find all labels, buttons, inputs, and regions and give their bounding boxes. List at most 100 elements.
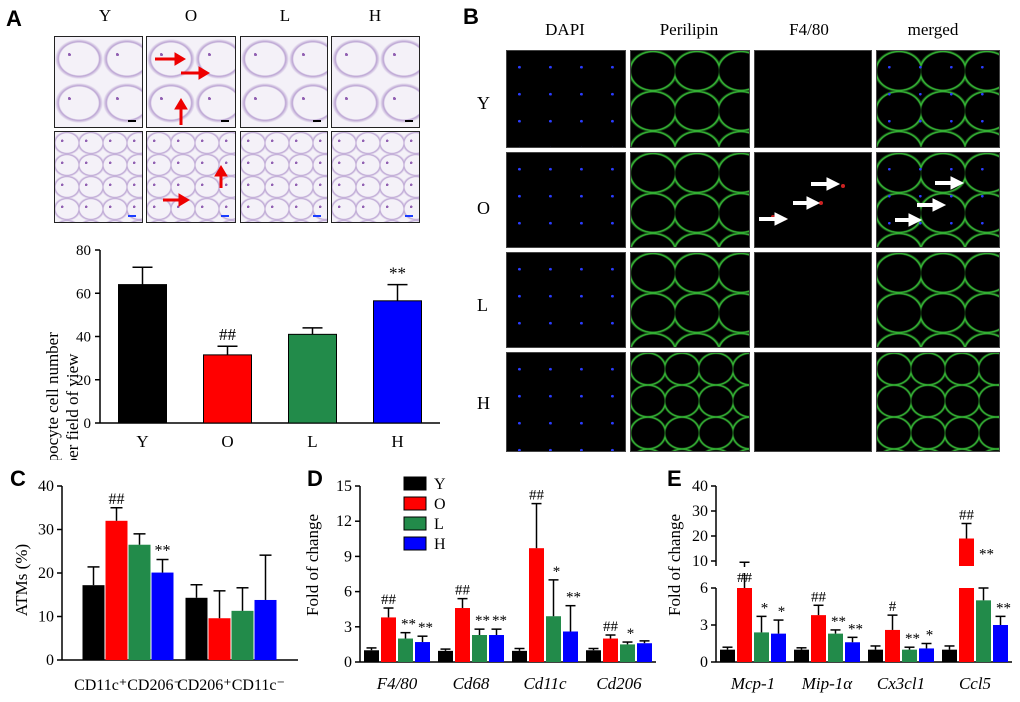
legend-swatch-y [403,476,427,491]
significance-label: * [778,604,786,620]
bar-o [737,588,752,662]
y-tick-label: 80 [76,243,91,259]
fluo-row-label-h: H [477,393,490,413]
y-tick-label: 10 [38,609,54,626]
fluo-header-merged: merged [907,20,959,39]
bar-y [185,597,208,660]
y-tick-label: 3 [344,619,352,636]
y-tick-label: 12 [336,513,352,530]
panel-label-d: D [307,466,323,491]
bar-l [902,649,917,662]
x-tick-label: L [307,432,317,451]
arrow-icon [163,165,228,207]
x-tick-label: CD206⁺CD11c⁻ [177,677,285,694]
bar-h [993,625,1008,662]
histology-h-high [331,131,420,223]
histology-l-low [240,36,328,128]
fluo-y-perilipin [630,50,750,148]
y-tick-label: 40 [76,330,91,346]
bar-o-upper [959,538,974,566]
significance-label: ## [109,491,125,508]
x-tick-label: Y [136,432,148,451]
chart-c: ATMs (%) 0 10 20 30 40 ## ** CD11c⁺CD206⁻CD206⁺… [12,478,298,694]
bar-l [288,333,337,424]
fluo-header-perilipin: Perilipin [659,20,719,39]
y-tick-label: 0 [84,416,92,432]
x-tick-label: H [391,432,403,451]
legend-label: Y [434,476,446,493]
fluo-l-f480 [754,252,872,348]
bar-y [586,650,601,662]
bar-l [976,600,991,662]
significance-label: ## [737,570,753,586]
y-tick-label: 3 [700,617,708,634]
chart-a-ylabel-line2: per field of view [63,353,82,460]
fluo-o-dapi [506,152,626,248]
fluo-o-merged [876,152,1000,248]
hist-header-h: H [368,6,382,25]
bar-o [208,618,231,660]
significance-label: ## [381,592,397,608]
chart-d-ylabel: Fold of change [303,514,322,616]
bar-y [512,650,527,662]
arrow-icon [895,176,965,227]
hist-header-o: O [184,6,198,25]
significance-label: ## [529,488,545,504]
significance-label: # [889,599,897,615]
significance-label: ## [219,325,237,344]
significance-label: ** [996,600,1011,616]
y-tick-label: 20 [692,528,708,545]
bar-h [151,572,174,660]
chart-c-ylabel: ATMs (%) [12,544,31,616]
hist-header-y: Y [98,6,112,25]
x-tick-label: Ccl5 [959,674,991,693]
fluo-row-label-y: Y [477,93,490,113]
x-tick-label: Cd68 [453,674,490,693]
bar-y [438,650,453,662]
legend-swatch-h [403,536,427,551]
bar-l [620,644,635,662]
y-tick-label: 6 [344,584,352,601]
chart-a-ylabel-line1: Adipocyte cell number [43,332,62,460]
bar-y [82,585,105,660]
y-tick-label: 6 [700,580,708,597]
panel-label-a: A [6,6,22,31]
bar-y [364,650,379,662]
significance-label: ## [603,619,619,635]
bar-y [794,649,809,662]
bar-o [203,354,252,424]
fluo-o-perilipin [630,152,750,248]
bar-o [603,638,618,662]
bar-h [254,599,277,660]
x-tick-label: Cd206 [596,674,642,693]
panel-label-e: E [667,466,682,491]
bar-h [637,643,652,662]
chart-e-ylabel: Fold of change [665,514,684,616]
significance-label: ** [831,614,846,630]
bar-y [720,649,735,662]
fluo-h-perilipin [630,352,750,452]
bar-h [563,631,578,662]
bar-h [919,648,934,662]
significance-label: ** [979,547,994,563]
histology-y-high [54,131,143,223]
x-tick-label: O [221,432,233,451]
y-tick-label: 20 [76,373,91,389]
fluo-y-dapi [506,50,626,148]
significance-label: * [926,628,934,644]
histology-y-low [54,36,143,128]
bar-h [415,642,430,662]
significance-label: * [761,600,769,616]
bar-h [771,633,786,662]
histology-o-low [146,36,236,128]
bar-o [381,617,396,662]
y-tick-label: 60 [76,286,91,302]
fluo-y-merged [876,50,1000,148]
bar-y [868,649,883,662]
x-tick-label: Mip-1α [801,674,854,693]
fluo-y-f480 [754,50,872,148]
significance-label: ** [418,620,433,636]
bar-h [373,300,422,424]
y-tick-label: 9 [344,548,352,565]
